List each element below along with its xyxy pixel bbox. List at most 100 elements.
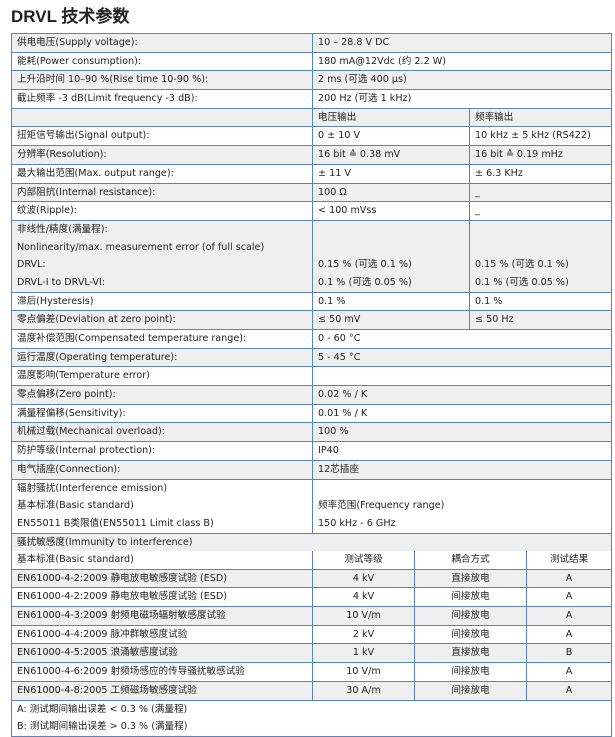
spec-label-line: DRVL-I to DRVL-VI: bbox=[17, 276, 106, 288]
emc-cell-text: 10 V/m bbox=[346, 610, 381, 622]
spec-value: _ bbox=[469, 182, 612, 203]
emc-row: EN61000-4-6:2009 射频场感应的传导骚扰敏感试验 10 V/m 间接放… bbox=[11, 662, 612, 682]
emc-cell: 4 kV bbox=[312, 587, 415, 608]
emc-cell: A bbox=[526, 606, 612, 626]
emc-cell-text: 2 kV bbox=[352, 628, 375, 640]
spec-value: _ bbox=[469, 201, 612, 221]
spec-row: 非线性/精度(满量程): Nonlinearity/max. measuremen… bbox=[11, 219, 612, 293]
spec-label-line: 零点偏差(Deviation at zero point): bbox=[17, 314, 176, 326]
notes-row: A: 测试期间输出误差 < 0.3 % (满量程) B: 测试期间输出误差 > 0… bbox=[11, 699, 612, 737]
spec-value: 0.15 % (可选 0.1 %) 0.1 % (可选 0.05 %) bbox=[469, 219, 612, 293]
emc-cell-text: 间接放电 bbox=[451, 628, 490, 640]
spec-label: 满量程偏移(Sensitivity): bbox=[11, 403, 313, 424]
emc-cell: 间接放电 bbox=[414, 606, 527, 626]
spec-value-line: 150 kHz - 6 GHz bbox=[318, 517, 396, 529]
spec-label: 运行温度(Operating temperature): bbox=[11, 347, 313, 368]
spec-value-line: ≤ 50 Hz bbox=[475, 314, 514, 326]
emc-table: 基本标准(Basic standard) 测试等级 耦合方式 测试结果 EN61000-… bbox=[11, 551, 612, 737]
spec-value-line: 频率范围(Frequency range) bbox=[318, 500, 445, 512]
spec-value: 电压输出 bbox=[312, 107, 470, 128]
spec-label-line: 温度补偿范围(Compensated temperature range): bbox=[17, 333, 247, 344]
spec-value-line: ± 6.3 KHz bbox=[475, 167, 523, 179]
spec-label: 滞后(Hysteresis) bbox=[11, 291, 313, 312]
spec-row: 内部阻抗(Internal resistance): 100 Ω _ bbox=[11, 182, 612, 203]
spec-row: 机械过载(Mechanical overload): 100 % bbox=[11, 422, 612, 443]
spec-row: 满量程偏移(Sensitivity): 0.01 % / K bbox=[11, 403, 612, 424]
emc-header-cell: 基本标准(Basic standard) bbox=[11, 551, 313, 570]
spec-value-line: 16 bit ≙ 0.38 mV bbox=[318, 149, 401, 161]
emc-cell-text: EN61000-4-5:2005 浪涌敏感度试验 bbox=[17, 647, 178, 659]
spec-label: 供电电压(Supply voltage): bbox=[11, 33, 313, 53]
spec-label-line: 分辨率(Resolution): bbox=[17, 149, 107, 161]
spec-value-line: 200 Hz (可选 1 kHz) bbox=[318, 93, 412, 105]
emc-header-row: 基本标准(Basic standard) 测试等级 耦合方式 测试结果 bbox=[11, 551, 612, 570]
emc-row: EN61000-4-2:2009 静电放电敏感度试验 (ESD) 4 kV 间接放电… bbox=[11, 587, 612, 608]
spec-label-line: DRVL: bbox=[17, 259, 46, 271]
spec-row: 供电电压(Supply voltage): 10 – 28.8 V DC bbox=[11, 33, 612, 53]
spec-value-line: 100 % bbox=[318, 426, 349, 438]
spec-label-line: 纹波(Ripple): bbox=[17, 205, 77, 217]
emc-cell-text: 4 kV bbox=[352, 591, 375, 603]
spec-value-line bbox=[318, 480, 611, 497]
emc-cell-text: 测试等级 bbox=[344, 554, 383, 565]
spec-row: 零点偏差(Deviation at zero point): ≤ 50 mV ≤ 5… bbox=[11, 310, 612, 330]
emc-cell-text: EN61000-4-3:2009 射频电磁场辐射敏感度试验 bbox=[17, 610, 226, 622]
emc-cell-text: 间接放电 bbox=[451, 684, 490, 696]
spec-label-line: 上升沿时间 10–90 %(Rise time 10-90 %): bbox=[17, 74, 209, 86]
spec-label-line: 温度影响(Temperature error) bbox=[17, 370, 150, 382]
spec-row: 运行温度(Operating temperature): 5 - 45 °C bbox=[11, 347, 612, 368]
spec-label-line: Nonlinearity/max. measurement error (of … bbox=[17, 241, 265, 253]
emc-cell-text: A bbox=[565, 684, 573, 696]
spec-label-line: 辐射骚扰(Interference emission) bbox=[17, 482, 168, 494]
spec-value: 16 bit ≙ 0.19 mHz bbox=[469, 145, 612, 165]
spec-row: 滞后(Hysteresis) 0.1 % 0.1 % bbox=[11, 291, 612, 312]
spec-value: 0.01 % / K bbox=[312, 403, 612, 424]
page-title: DRVL 技术参数 bbox=[11, 7, 130, 26]
emc-cell-text: EN61000-4-2:2009 静电放电敏感度试验 (ESD) bbox=[17, 572, 228, 584]
emc-cell-text: 基本标准(Basic standard) bbox=[17, 554, 134, 565]
spec-label: 防护等级(Internal protection): bbox=[11, 441, 313, 461]
spec-label-line: 截止频率 -3 dB(Limit frequency -3 dB): bbox=[17, 93, 198, 105]
spec-row: 防护等级(Internal protection): IP40 bbox=[11, 441, 612, 461]
spec-row: 分辨率(Resolution): 16 bit ≙ 0.38 mV 16 bit ≙… bbox=[11, 145, 612, 165]
spec-label: 骚扰敏感度(Immunity to interference) bbox=[11, 532, 612, 553]
emc-cell: A bbox=[526, 568, 612, 589]
spec-label: 零点偏差(Deviation at zero point): bbox=[11, 310, 313, 330]
emc-cell: EN61000-4-5:2005 浪涌敏感度试验 bbox=[11, 643, 313, 664]
spec-value: 0 - 60 °C bbox=[312, 329, 612, 349]
emc-cell-text: A bbox=[565, 628, 573, 640]
spec-value-line: _ bbox=[475, 186, 480, 198]
spec-value-line: ± 11 V bbox=[318, 167, 351, 179]
spec-label-line bbox=[17, 109, 312, 126]
spec-value-line: 0.15 % (可选 0.1 %) bbox=[475, 259, 569, 271]
spec-label: 扭矩信号输出(Signal output): bbox=[11, 126, 313, 147]
spec-label-line: 滞后(Hysteresis) bbox=[17, 295, 94, 307]
emc-cell-text: 测试结果 bbox=[549, 554, 589, 565]
spec-value-line: 0 ± 10 V bbox=[318, 130, 361, 142]
spec-label: 温度补偿范围(Compensated temperature range): bbox=[11, 329, 313, 349]
emc-cell: EN61000-4-2:2009 静电放电敏感度试验 (ESD) bbox=[11, 587, 313, 608]
spec-value-line: 0.1 % bbox=[318, 295, 346, 307]
spec-value-line bbox=[475, 239, 611, 257]
spec-label-line: 非线性/精度(满量程): bbox=[17, 223, 108, 235]
spec-row: 骚扰敏感度(Immunity to interference) bbox=[11, 532, 612, 553]
spec-label-line: 扭矩信号输出(Signal output): bbox=[17, 130, 150, 142]
spec-label: 辐射骚扰(Interference emission) 基本标准(Basic st… bbox=[11, 478, 313, 534]
spec-value-line bbox=[318, 221, 469, 238]
emc-row: EN61000-4-3:2009 射频电磁场辐射敏感度试验 10 V/m 间接放电 A bbox=[11, 606, 612, 626]
spec-value-line: 0.1 % bbox=[475, 295, 503, 307]
spec-label-line: 机械过载(Mechanical overload): bbox=[17, 426, 166, 438]
spec-label: 纹波(Ripple): bbox=[11, 201, 313, 221]
spec-value-line: 100 Ω bbox=[318, 186, 347, 198]
emc-cell-text: 直接放电 bbox=[451, 647, 490, 659]
spec-value-line: 5 - 45 °C bbox=[318, 351, 361, 363]
spec-row: 温度影响(Temperature error) bbox=[11, 366, 612, 387]
spec-label-line: 供电电压(Supply voltage): bbox=[17, 37, 138, 48]
notes: A: 测试期间输出误差 < 0.3 % (满量程) B: 测试期间输出误差 > 0… bbox=[11, 699, 612, 737]
emc-cell-text: EN61000-4-2:2009 静电放电敏感度试验 (ESD) bbox=[17, 591, 228, 603]
emc-row: EN61000-4-8:2005 工频磁场敏感度试验 30 A/m 间接放电 A bbox=[11, 680, 612, 701]
emc-cell: 直接放电 bbox=[414, 568, 527, 589]
spec-label: 能耗(Power consumption): bbox=[11, 51, 313, 72]
emc-cell: 4 kV bbox=[312, 568, 415, 589]
spec-row: 纹波(Ripple): < 100 mVss _ bbox=[11, 201, 612, 221]
